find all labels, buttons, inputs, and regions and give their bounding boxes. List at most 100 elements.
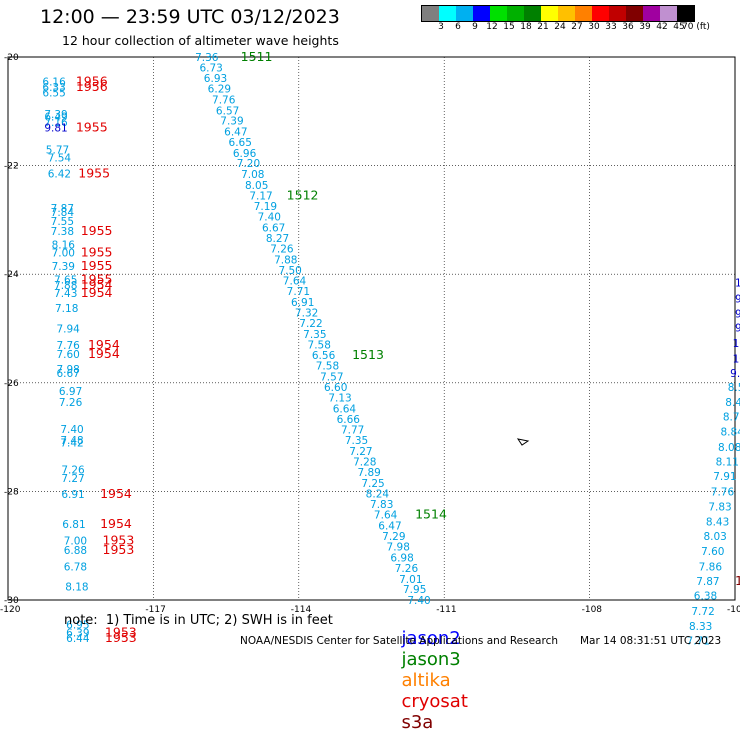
swh-value: 6.67	[56, 368, 79, 380]
swh-value: 7.58	[316, 361, 339, 373]
swh-value: 7.26	[59, 397, 83, 409]
lat-label: -22	[4, 162, 19, 172]
swh-value: 7.48	[60, 435, 83, 447]
colorbar-label: 24	[554, 22, 566, 32]
time-label: 1955	[81, 258, 113, 273]
swh-value: 10	[735, 277, 740, 289]
swh-value: 5.77	[46, 144, 69, 156]
colorbar-label: 15	[503, 22, 515, 32]
colorbar-label: 42	[656, 22, 668, 32]
time-label: 1956	[76, 73, 108, 88]
swh-value: 7.42	[60, 438, 83, 450]
swh-value: 6.98	[390, 553, 413, 565]
satellite-legend: jason2 jason3 altika cryosat s3a	[390, 607, 480, 733]
colorbar-label: 9	[472, 22, 478, 32]
swh-value: 7.08	[241, 169, 264, 181]
swh-value: 7.40	[407, 595, 430, 607]
time-label: 1955	[81, 272, 113, 287]
swh-value: 6.91	[291, 297, 314, 309]
swh-value: 7.88	[54, 280, 77, 292]
swh-value: 8.03	[703, 531, 726, 543]
swh-value: 8.16	[52, 239, 76, 251]
swh-value: 7.40	[60, 424, 83, 436]
swh-value: 6.93	[204, 73, 227, 85]
swh-value: 6.91	[61, 489, 84, 501]
credit-line: NOAA/NESDIS Center for Satellite Applica…	[240, 635, 558, 647]
swh-value: 7.55	[51, 216, 74, 228]
colorbar-swatch	[643, 6, 660, 21]
swh-value: 6.95	[66, 619, 89, 631]
swh-value: 7.29	[382, 531, 405, 543]
colorbar-swatch	[677, 6, 694, 21]
swh-value: 7.98	[387, 542, 410, 554]
swh-value: 7.39	[52, 261, 75, 273]
colorbar-swatch	[609, 6, 626, 21]
lat-label: -30	[4, 596, 19, 606]
swh-value: 7.18	[55, 303, 78, 315]
footer-note: note: 1) Time is in UTC; 2) SWH is in fe…	[64, 613, 333, 628]
map-title: 12:00 — 23:59 UTC 03/12/2023	[40, 6, 340, 28]
swh-value: 6.67	[262, 222, 285, 234]
time-label: 1953	[103, 532, 135, 547]
swh-value: 9.45	[730, 368, 740, 380]
colorbar-label: 6	[455, 22, 461, 32]
time-label: 1954	[81, 285, 113, 300]
swh-value: 7.95	[403, 584, 426, 596]
swh-value: 9.81	[44, 123, 67, 135]
credit-timestamp: Mar 14 08:31:51 UTC 2023	[580, 635, 722, 647]
time-label: 1953	[103, 542, 135, 557]
swh-value: 8.40	[725, 397, 740, 409]
colorbar-label: 18	[520, 22, 532, 32]
swh-value: 10.3	[733, 338, 740, 350]
swh-value: 7.77	[341, 425, 364, 437]
swh-value: 7.20	[237, 158, 260, 170]
swh-value: 8.05	[245, 180, 268, 192]
swh-value: 7.94	[56, 324, 80, 336]
swh-value: 8.27	[266, 233, 289, 245]
swh-value: 7.57	[320, 371, 343, 383]
swh-value: 7.35	[345, 435, 368, 447]
swh-value: 7.36	[195, 52, 219, 64]
time-label: 1955	[78, 166, 110, 181]
colorbar-label: 70 (ft)	[682, 22, 710, 32]
swh-value: 7.43	[54, 288, 77, 300]
colorbar-swatch	[541, 6, 558, 21]
swh-value: 7.83	[708, 502, 731, 514]
time-label: 1954	[88, 346, 120, 361]
swh-value: 7.35	[303, 329, 326, 341]
swh-value: 7.26	[395, 563, 419, 575]
swh-value: 7.58	[308, 339, 331, 351]
lon-label: -120	[0, 605, 21, 615]
swh-value: 7.17	[249, 190, 272, 202]
swh-value: 6.56	[312, 350, 336, 362]
sat-jason3: jason3	[401, 649, 461, 670]
swh-value: 7.54	[48, 152, 72, 164]
longitude-labels: -120 -117 -114 -111 -108 -105	[0, 605, 740, 615]
colorbar-swatch	[490, 6, 507, 21]
colorbar-swatch	[473, 6, 490, 21]
colorbar-swatch	[456, 6, 473, 21]
colorbar-swatch	[626, 6, 643, 21]
swh-value: 6.44	[66, 633, 90, 645]
sat-cryosat: cryosat	[401, 691, 468, 712]
time-label: 1953	[105, 625, 137, 640]
sat-altika: altika	[401, 670, 451, 691]
wave-height-map: -20-22-24-26-28-30 -120 -117 -114 -111 -108-…	[0, 49, 740, 648]
map-border	[7, 56, 736, 601]
time-label: 1513	[352, 347, 384, 362]
colorbar-label: 3	[438, 22, 444, 32]
swh-value: 10.6	[733, 353, 740, 365]
colorbar-swatch	[592, 6, 609, 21]
colorbar-label: 36	[622, 22, 634, 32]
swh-value: 7.39	[220, 116, 243, 128]
time-label: 1514	[415, 507, 447, 522]
swh-value: 8.59	[728, 382, 740, 394]
swh-value: 7.26	[270, 244, 294, 256]
time-label: 1954	[100, 486, 132, 501]
swh-value: 7.87	[51, 203, 74, 215]
swh-value: 7.60	[701, 546, 724, 558]
time-label: 1955	[81, 223, 113, 238]
swh-value: 6.47	[224, 127, 247, 139]
swh-value: 7.76	[711, 486, 735, 498]
swh-value: 7.19	[254, 201, 277, 213]
